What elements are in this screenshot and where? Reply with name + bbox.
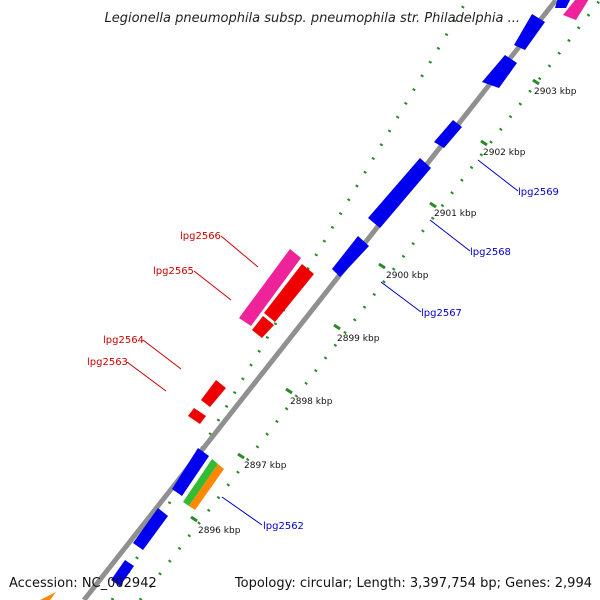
gene-lpg2563-small[interactable] bbox=[188, 408, 206, 424]
tick-label: 2903 kbp bbox=[534, 87, 577, 97]
gene-label-lpg2563[interactable]: lpg2563 bbox=[87, 357, 128, 368]
gene-top-right-pink[interactable] bbox=[563, 0, 592, 20]
tick-label: 2902 kbp bbox=[483, 148, 526, 158]
gene-lpg2566[interactable] bbox=[239, 249, 301, 326]
gene-lpg2565[interactable] bbox=[264, 264, 314, 322]
gene-lpg2564[interactable] bbox=[252, 316, 274, 338]
gene-label-lpg2564[interactable]: lpg2564 bbox=[103, 335, 144, 346]
gene-labels: lpg2569 lpg2568 lpg2567 lpg2566 lpg2565 … bbox=[87, 187, 559, 532]
gene-label-lpg2568[interactable]: lpg2568 bbox=[470, 247, 511, 258]
gene-label-lpg2562[interactable]: lpg2562 bbox=[263, 521, 304, 532]
tick-label: 2901 kbp bbox=[434, 209, 477, 219]
accession-text: Accession: NC_002942 bbox=[9, 576, 157, 591]
tick-ring-inner bbox=[138, 0, 600, 600]
gene-label-lpg2567[interactable]: lpg2567 bbox=[421, 308, 462, 319]
reverse-strand-genes bbox=[188, 249, 314, 424]
gene-blue-a[interactable] bbox=[514, 14, 545, 50]
gene-bottom-orange[interactable] bbox=[40, 592, 56, 600]
gene-lpg2562-orange[interactable] bbox=[189, 464, 224, 510]
tick-label: 2896 kbp bbox=[198, 526, 241, 536]
gene-blue-e[interactable] bbox=[111, 560, 134, 586]
tick-label: 2898 kbp bbox=[290, 397, 333, 407]
tick-label: 2899 kbp bbox=[337, 334, 380, 344]
gene-label-lpg2565[interactable]: lpg2565 bbox=[153, 266, 194, 277]
gene-label-lpg2569[interactable]: lpg2569 bbox=[518, 187, 559, 198]
gene-lpg2563[interactable] bbox=[201, 380, 226, 407]
genome-backbone bbox=[82, 0, 558, 600]
gene-label-connectors bbox=[126, 159, 519, 526]
gene-lpg2569[interactable] bbox=[434, 120, 462, 148]
topology-summary: Topology: circular; Length: 3,397,754 bp… bbox=[234, 576, 592, 591]
gene-blue-c[interactable] bbox=[172, 448, 209, 496]
gene-top-right[interactable] bbox=[555, 0, 573, 8]
gene-lpg2567[interactable] bbox=[332, 236, 369, 277]
major-tick-marks bbox=[190, 78, 540, 523]
map-title: Legionella pneumophila subsp. pneumophil… bbox=[104, 11, 520, 26]
gene-blue-d[interactable] bbox=[133, 508, 168, 550]
tick-label: 2900 kbp bbox=[386, 271, 429, 281]
forward-strand-genes bbox=[40, 0, 592, 600]
gene-lpg2568[interactable] bbox=[368, 158, 431, 228]
gene-blue-b[interactable] bbox=[482, 55, 517, 88]
tick-labels: 2903 kbp 2902 kbp 2901 kbp 2900 kbp 2899… bbox=[198, 87, 577, 536]
tick-label: 2897 kbp bbox=[244, 461, 287, 471]
gene-lpg2562-green[interactable] bbox=[183, 459, 218, 506]
gene-label-lpg2566[interactable]: lpg2566 bbox=[180, 231, 221, 242]
